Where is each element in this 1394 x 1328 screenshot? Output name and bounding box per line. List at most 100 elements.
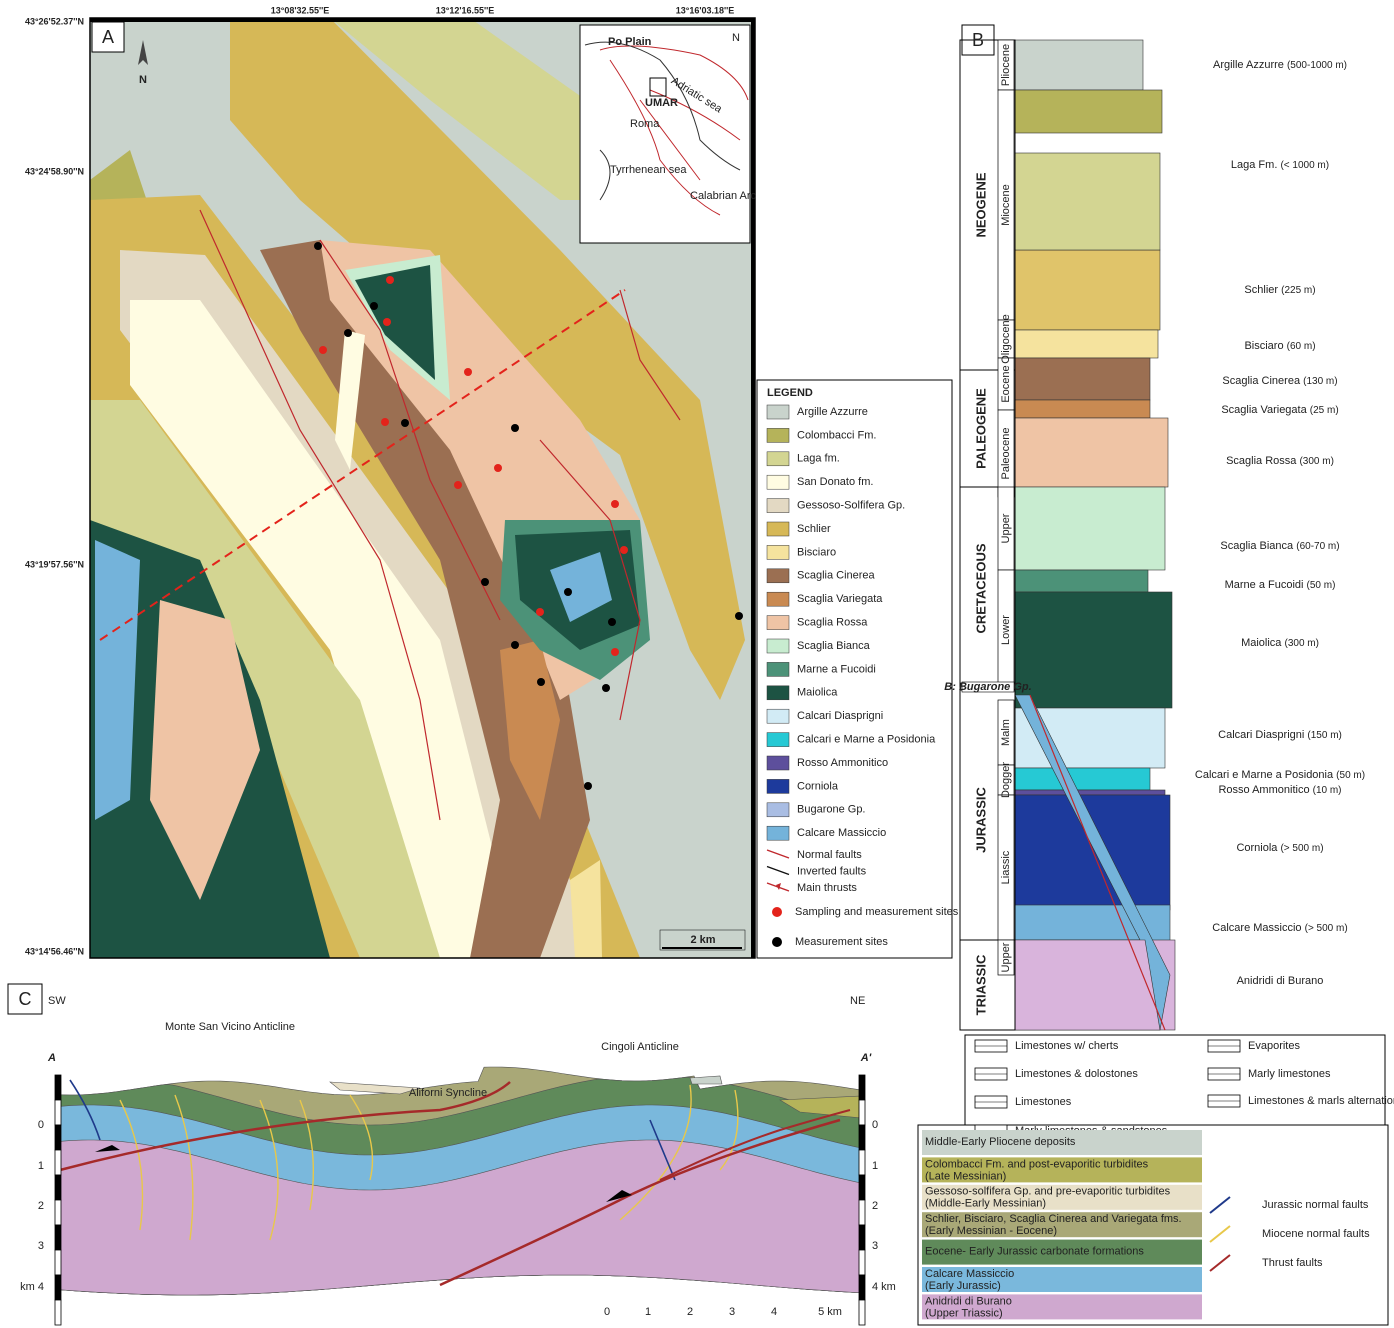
formation-name: Maiolica	[1241, 637, 1282, 649]
formation-name: Calcari e Marne a Posidonia	[1195, 769, 1334, 781]
north-label: N	[139, 74, 147, 86]
depth-label: 0	[872, 1119, 878, 1131]
depth-bar	[54, 1149, 62, 1176]
depth-bar	[858, 1224, 866, 1251]
unit-area	[330, 18, 650, 200]
legend-line	[1209, 1254, 1231, 1272]
inset-coast	[584, 41, 741, 201]
legend-swatch	[766, 474, 790, 490]
legend-label: Schlier	[797, 523, 831, 535]
period-label: PALEOGENE	[973, 388, 988, 469]
fault-line	[174, 1094, 194, 1241]
depth-bar	[54, 1224, 62, 1251]
legend-label: Marne a Fucoidi	[797, 663, 876, 675]
depth-label: 0	[38, 1119, 44, 1131]
scale-label: 4	[771, 1306, 777, 1318]
formation-thickness: (25 m)	[1310, 405, 1339, 416]
formation-label: Marne a Fucoidi (50 m)	[1225, 579, 1336, 591]
legend-swatch	[766, 732, 790, 747]
fault-line	[69, 1079, 101, 1141]
fault-line	[619, 289, 681, 421]
structure-label: Cingoli Anticline	[601, 1041, 679, 1053]
legend-label: Thrust faults	[1262, 1257, 1323, 1269]
column-layer	[1014, 89, 1163, 134]
period-label: CRETACEOUS	[973, 543, 988, 633]
latitude-label: 43°19'57.56''N	[25, 559, 84, 569]
formation-name: Scaglia Rossa	[1226, 455, 1297, 467]
site	[370, 302, 378, 310]
unconformity	[1029, 694, 1166, 1031]
site	[511, 424, 519, 432]
section-layer	[689, 1075, 723, 1085]
formation-thickness: (> 500 m)	[1305, 923, 1348, 934]
column-layer	[1014, 486, 1166, 571]
legend-swatch	[766, 545, 790, 560]
depth-bar	[54, 1274, 62, 1301]
lithology-label: Limestones w/ cherts	[1015, 1040, 1119, 1052]
legend-swatch	[766, 779, 790, 794]
thrust-arrow	[95, 1145, 120, 1152]
inset-box	[649, 77, 667, 97]
depth-label: 2	[38, 1200, 44, 1212]
formation-label: Rosso Ammonitico (10 m)	[1218, 784, 1341, 796]
epoch-label: Malm	[1000, 719, 1012, 746]
formation-label: Anidridi di Burano	[1237, 975, 1324, 987]
unit-area	[500, 640, 560, 820]
formation-thickness: (225 m)	[1281, 285, 1315, 296]
site	[319, 346, 327, 354]
depth-label: 2	[872, 1200, 878, 1212]
legend-label: Calcare Massiccio	[925, 1268, 1014, 1280]
legend-label: Calcari Diasprigni	[797, 710, 883, 722]
legend-label: Colombacci Fm. and post-evaporitic turbi…	[925, 1158, 1149, 1170]
formation-label: Argille Azzurre (500-1000 m)	[1213, 59, 1347, 71]
legend-line	[766, 849, 790, 859]
thrust-arrow	[606, 1190, 632, 1202]
map-border	[90, 18, 755, 22]
site	[611, 500, 619, 508]
section-layer	[329, 1081, 421, 1095]
site	[620, 546, 628, 554]
formation-label: Laga Fm. (< 1000 m)	[1231, 159, 1329, 171]
epoch-label: Upper	[1000, 513, 1012, 543]
depth-bar	[54, 1199, 62, 1226]
period-label: JURASSIC	[973, 787, 988, 853]
legend-label: Bugarone Gp.	[797, 804, 866, 816]
fault-line	[349, 1094, 374, 1181]
formation-thickness: (50 m)	[1307, 580, 1336, 591]
formation-name: Scaglia Variegata	[1221, 404, 1307, 416]
fault-line	[439, 1118, 841, 1287]
scale-box	[659, 929, 746, 951]
legend-label: Jurassic normal faults	[1262, 1199, 1369, 1211]
site	[608, 618, 616, 626]
legend-label: Scaglia Cinerea	[797, 570, 876, 582]
depth-bar	[54, 1174, 62, 1201]
depth-bar	[54, 1299, 62, 1326]
formation-name: Calcare Massiccio	[1212, 922, 1301, 934]
column-layer	[1014, 569, 1149, 593]
formation-thickness: (< 1000 m)	[1280, 160, 1329, 171]
epoch-label: Oligocene	[1000, 314, 1012, 364]
panel-label: A	[102, 27, 114, 47]
formation-name: Bisciaro	[1244, 340, 1283, 352]
site	[386, 276, 394, 284]
legend-label: Middle-Early Pliocene deposits	[925, 1136, 1076, 1148]
legend-note: (Early Messinian - Eocene)	[925, 1225, 1057, 1237]
depth-label: 4 km	[872, 1281, 896, 1293]
legend-swatch	[922, 1130, 1202, 1155]
lithology-label: Limestones & dolostones	[1015, 1068, 1138, 1080]
legend-swatch	[766, 615, 790, 630]
legend-swatch	[922, 1157, 1202, 1183]
formation-thickness: (130 m)	[1303, 376, 1337, 387]
formation-name: Schlier	[1244, 284, 1278, 296]
legend-note: (Early Jurassic)	[925, 1280, 1001, 1292]
depth-bar	[858, 1074, 866, 1101]
epoch-label: Miocene	[1000, 184, 1012, 226]
inset-label: UMAR	[645, 97, 678, 109]
formation-thickness: (60-70 m)	[1296, 541, 1339, 552]
depth-bar	[858, 1124, 866, 1151]
depth-bar	[858, 1274, 866, 1301]
legend-label: Colombacci Fm.	[797, 429, 876, 441]
formation-label: Schlier (225 m)	[1244, 284, 1315, 296]
scale-label: 2	[687, 1306, 693, 1318]
depth-label: 1	[38, 1160, 44, 1172]
